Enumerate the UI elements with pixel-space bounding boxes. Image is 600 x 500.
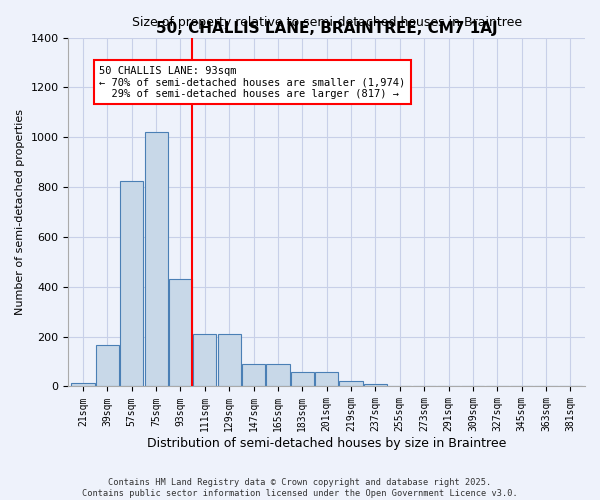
Y-axis label: Number of semi-detached properties: Number of semi-detached properties: [15, 109, 25, 315]
Bar: [71, 382, 95, 386]
Bar: [193, 334, 217, 386]
Bar: [291, 372, 314, 386]
Bar: [364, 384, 387, 386]
Bar: [169, 280, 192, 386]
Bar: [145, 132, 168, 386]
Bar: [120, 181, 143, 386]
Text: Contains HM Land Registry data © Crown copyright and database right 2025.
Contai: Contains HM Land Registry data © Crown c…: [82, 478, 518, 498]
Text: Size of property relative to semi-detached houses in Braintree: Size of property relative to semi-detach…: [131, 16, 522, 29]
Bar: [340, 382, 362, 386]
Bar: [242, 364, 265, 386]
Title: 50, CHALLIS LANE, BRAINTREE, CM7 1AJ: 50, CHALLIS LANE, BRAINTREE, CM7 1AJ: [156, 22, 497, 36]
Text: 50 CHALLIS LANE: 93sqm
← 70% of semi-detached houses are smaller (1,974)
  29% o: 50 CHALLIS LANE: 93sqm ← 70% of semi-det…: [100, 66, 406, 98]
X-axis label: Distribution of semi-detached houses by size in Braintree: Distribution of semi-detached houses by …: [147, 437, 506, 450]
Bar: [218, 334, 241, 386]
Bar: [315, 372, 338, 386]
Bar: [266, 364, 290, 386]
Bar: [96, 346, 119, 387]
